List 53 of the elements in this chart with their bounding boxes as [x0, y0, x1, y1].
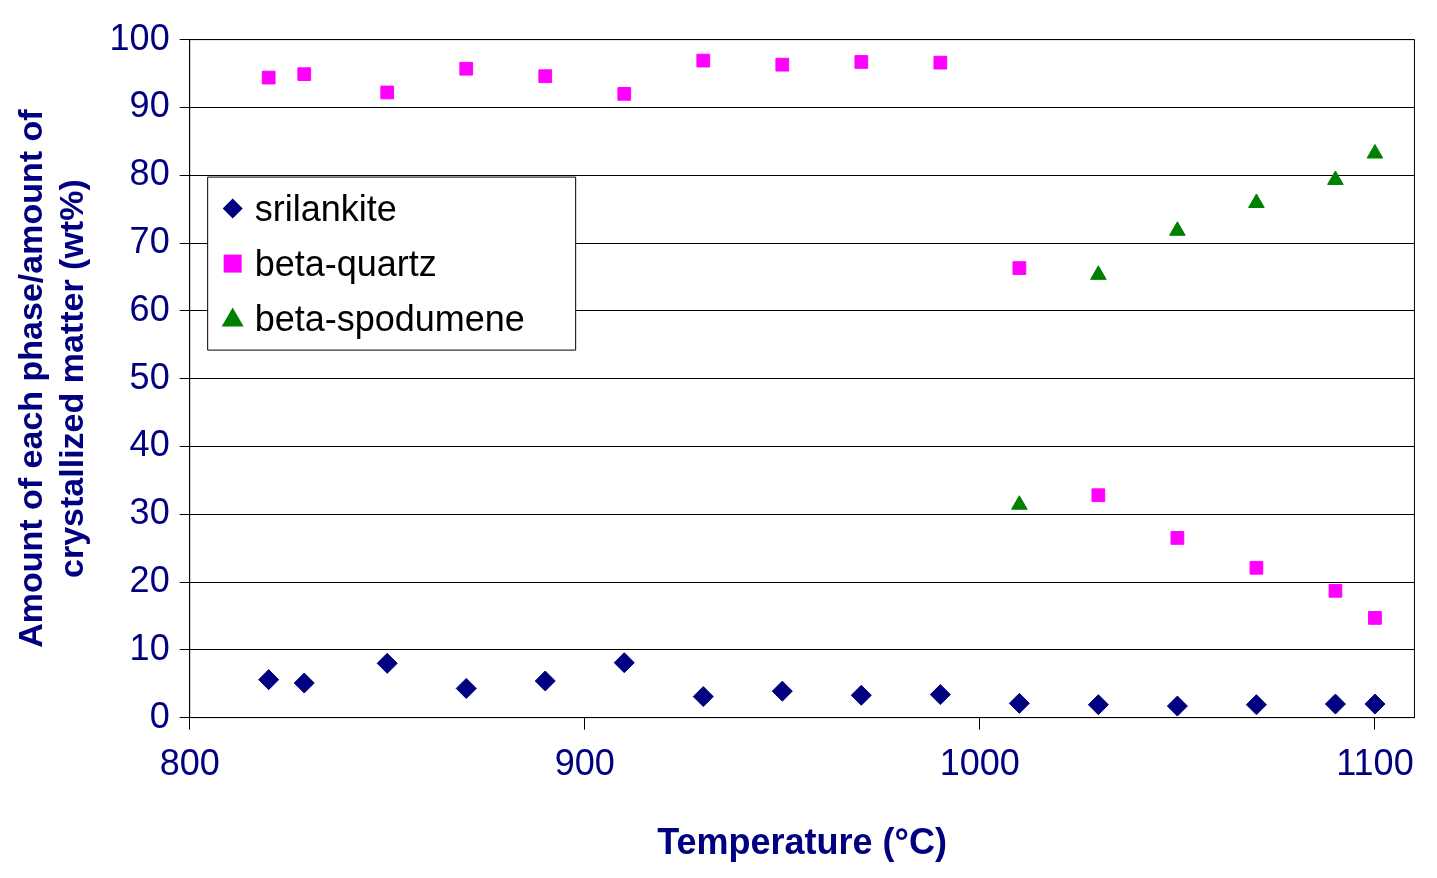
point — [1012, 261, 1027, 275]
y-tick-label: 80 — [129, 152, 170, 194]
y-tick-label: 30 — [129, 491, 170, 533]
point — [376, 652, 398, 674]
point — [696, 53, 711, 68]
x-tick-label: 1000 — [939, 742, 1020, 784]
point — [613, 652, 635, 674]
y-tick-label: 70 — [129, 219, 170, 261]
legend-label: srilankite — [254, 187, 397, 229]
x-axis-title: Temperature (°C) — [657, 821, 947, 863]
point — [258, 669, 280, 691]
point — [293, 672, 315, 694]
point — [692, 686, 714, 708]
x-tick-label: 800 — [159, 742, 220, 784]
point — [455, 677, 477, 699]
y-tick-label: 0 — [149, 694, 170, 736]
point — [775, 57, 790, 72]
point — [459, 61, 474, 76]
point — [617, 86, 632, 101]
point — [1091, 488, 1106, 503]
y-tick-label: 10 — [129, 626, 170, 668]
point — [1166, 695, 1188, 717]
point — [929, 684, 951, 706]
y-tick-label: 60 — [129, 287, 170, 329]
x-tick-label: 900 — [554, 742, 615, 784]
point — [1364, 693, 1386, 715]
point — [261, 70, 276, 85]
legend-label: beta-spodumene — [254, 297, 525, 339]
point — [380, 85, 395, 100]
point — [850, 684, 872, 706]
point — [933, 55, 948, 70]
y-tick-label: 40 — [129, 423, 170, 465]
point — [771, 680, 793, 702]
x-tick-label: 1100 — [1336, 742, 1414, 784]
point — [1170, 531, 1185, 545]
point — [1245, 694, 1267, 716]
point — [297, 67, 312, 82]
point — [854, 55, 869, 69]
point — [1008, 692, 1030, 714]
y-tick-label: 50 — [129, 355, 170, 397]
point — [1368, 611, 1382, 625]
legend-label: beta-quartz — [254, 242, 437, 284]
point — [538, 69, 553, 84]
point — [1249, 560, 1264, 575]
point — [1328, 583, 1343, 598]
y-tick-label: 90 — [129, 84, 170, 126]
point — [1324, 693, 1346, 715]
y-tick-label: 100 — [109, 16, 170, 58]
y-tick-label: 20 — [129, 558, 170, 600]
point — [534, 670, 556, 692]
point — [1366, 144, 1384, 159]
y-axis-title: Amount of each phase/amount of crystallized matter (wt%) — [10, 108, 90, 648]
point — [1087, 694, 1109, 716]
